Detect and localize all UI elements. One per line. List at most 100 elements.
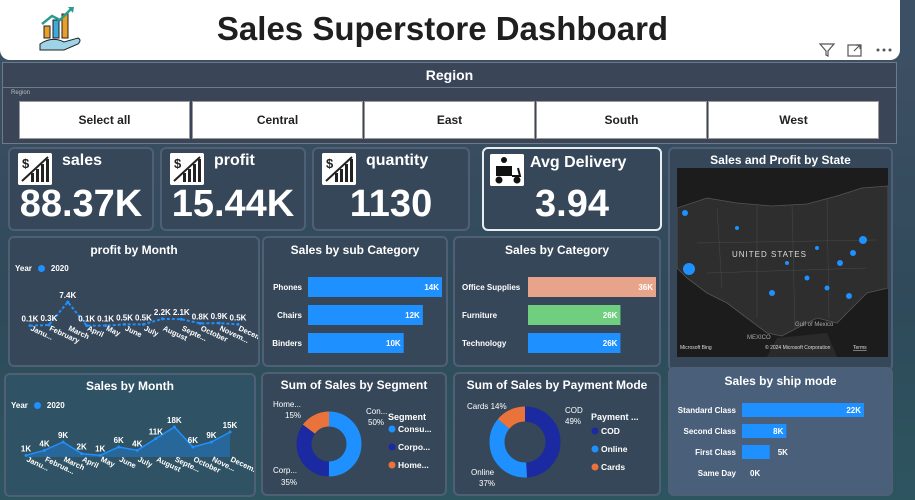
donut-slice — [296, 411, 362, 477]
delivery-scooter-icon — [490, 154, 524, 186]
data-label: 22K — [846, 406, 861, 415]
area-fill — [26, 427, 230, 457]
data-label: 2.1K — [173, 308, 190, 317]
profit-by-month-card[interactable]: profit by Month Year 2020 0.1K Janu... 0.3… — [8, 236, 260, 367]
sub-category-card[interactable]: Sales by sub Category Phones 14K Chairs 12K… — [262, 236, 448, 367]
bar — [742, 403, 864, 417]
data-label: 0.5K — [230, 313, 247, 322]
category-bar-chart[interactable]: Office Supplies 36K Furniture 26K Technology… — [455, 238, 659, 365]
data-point — [98, 453, 102, 457]
category-label: Technology — [462, 339, 507, 348]
more-options-icon[interactable] — [874, 42, 894, 58]
data-point — [43, 448, 47, 452]
data-label: 26K — [603, 311, 618, 320]
map-bubble — [804, 275, 810, 281]
payment-donut-chart[interactable]: COD 49% Cards 14% Online 37% Payment ... COD On… — [455, 374, 659, 494]
data-point — [172, 425, 176, 429]
data-label: 0.9K — [211, 312, 228, 321]
legend-dot — [388, 461, 396, 469]
map-bubble — [683, 263, 695, 275]
legend-label: Cards — [601, 462, 625, 472]
data-point — [154, 437, 158, 441]
data-label: 12K — [405, 311, 420, 320]
legend-dot — [591, 427, 599, 435]
segment-title: Sum of Sales by Segment — [280, 378, 428, 392]
filter-icon[interactable] — [818, 42, 836, 58]
sales-by-month-title: Sales by Month — [85, 379, 174, 393]
data-label: 4K — [39, 439, 49, 448]
data-point — [179, 317, 183, 321]
data-point — [24, 453, 28, 457]
payment-card[interactable]: Sum of Sales by Payment Mode COD 49% Cards… — [453, 372, 661, 496]
profit-line-chart[interactable]: 0.1KJanu...0.3KFebruary7.4KMarch0.1KApri… — [10, 238, 258, 365]
data-point — [61, 440, 65, 444]
map-bubble — [837, 260, 843, 266]
kpi-card-avg-delivery[interactable]: Avg Delivery 3.94 — [482, 147, 662, 231]
legend-dot — [388, 443, 396, 451]
data-label: 18K — [167, 416, 182, 425]
data-point — [160, 317, 164, 321]
focus-mode-icon[interactable] — [846, 42, 864, 58]
svg-text:$: $ — [22, 156, 30, 171]
kpi-quantity-label: quantity — [366, 152, 429, 169]
ship-mode-card[interactable]: Sales by ship mode Standard Class 22K Seco… — [668, 367, 893, 496]
map-bubble — [682, 210, 688, 216]
segment-donut-chart[interactable]: Con... 50% Home... 15% Corp... 35% Segment Cons… — [263, 374, 445, 494]
map-bubble — [785, 261, 789, 265]
data-point — [198, 321, 202, 325]
data-point — [80, 452, 84, 456]
kpi-card-quantity[interactable]: $ quantity 1130 — [312, 147, 470, 231]
data-label: 0.1K — [97, 315, 114, 324]
sales-by-month-card[interactable]: Sales by Month Year 2020 1K Janu... 4K Febr… — [4, 373, 256, 497]
ship-mode-bar-chart[interactable]: Standard Class 22K Second Class 8K First Cla… — [670, 369, 891, 494]
region-slicer: Region Region Select all Central East So… — [2, 62, 897, 144]
slicer-select-all[interactable]: Select all — [19, 101, 190, 139]
data-label: 4K — [132, 439, 142, 448]
data-label: 2K — [77, 443, 87, 452]
map-bubble — [815, 246, 819, 250]
category-card[interactable]: Sales by Category Office Supplies 36K Furn… — [453, 236, 661, 367]
map-terms-link[interactable]: Terms — [853, 345, 867, 351]
donut-slice — [489, 406, 561, 478]
data-label: 0.3K — [40, 314, 57, 323]
slicer-west[interactable]: West — [708, 101, 879, 139]
kpi-card-profit[interactable]: $ profit 15.44K — [160, 147, 306, 231]
slicer-central[interactable]: Central — [192, 101, 363, 139]
category-label: First Class — [695, 448, 736, 457]
kpi-avg-delivery-label: Avg Delivery — [530, 154, 627, 171]
legend-title: Segment — [388, 412, 426, 422]
segment-card[interactable]: Sum of Sales by Segment Con... 50% Home...… — [261, 372, 447, 496]
legend-label: COD — [601, 426, 620, 436]
sales-area-chart[interactable]: 1KJanu...4KFebrua...9KMarch2KApril1KMay6… — [6, 375, 254, 495]
sub-category-bar-chart[interactable]: Phones 14K Chairs 12K Binders 10K — [264, 238, 446, 365]
data-label: 0.1K — [78, 315, 95, 324]
legend-dot — [33, 402, 41, 409]
series-line — [25, 426, 231, 457]
data-label: 2.2K — [154, 308, 171, 317]
data-point — [66, 300, 70, 304]
data-point — [209, 440, 213, 444]
data-label: 36K — [638, 283, 653, 292]
svg-text:$: $ — [174, 156, 182, 171]
kpi-card-sales[interactable]: $ sales 88.37K — [8, 147, 154, 231]
legend-dot — [388, 425, 396, 433]
kpi-profit-label: profit — [214, 152, 255, 169]
slice-percent: 50% — [368, 418, 384, 427]
map-card[interactable]: Sales and Profit by State UNITED STATES … — [668, 147, 893, 371]
us-map[interactable]: UNITED STATES MEXICO Gulf of Mexico Micr… — [677, 168, 888, 357]
dollar-chart-icon: $ — [322, 153, 356, 185]
bar — [308, 333, 404, 353]
category-label: Second Class — [684, 427, 737, 436]
data-point — [228, 430, 232, 434]
slice-label: Cards 14% — [467, 402, 507, 411]
slicer-east[interactable]: East — [364, 101, 535, 139]
data-point — [217, 321, 221, 325]
bar — [528, 305, 621, 325]
sales-by-month-legend: Year 2020 — [11, 401, 65, 410]
slice-percent: 37% — [479, 479, 495, 488]
data-label: 26K — [603, 339, 618, 348]
map-gulf-label: Gulf of Mexico — [795, 322, 834, 328]
slicer-south[interactable]: South — [536, 101, 707, 139]
category-title: Sales by Category — [504, 243, 610, 257]
data-point — [117, 445, 121, 449]
